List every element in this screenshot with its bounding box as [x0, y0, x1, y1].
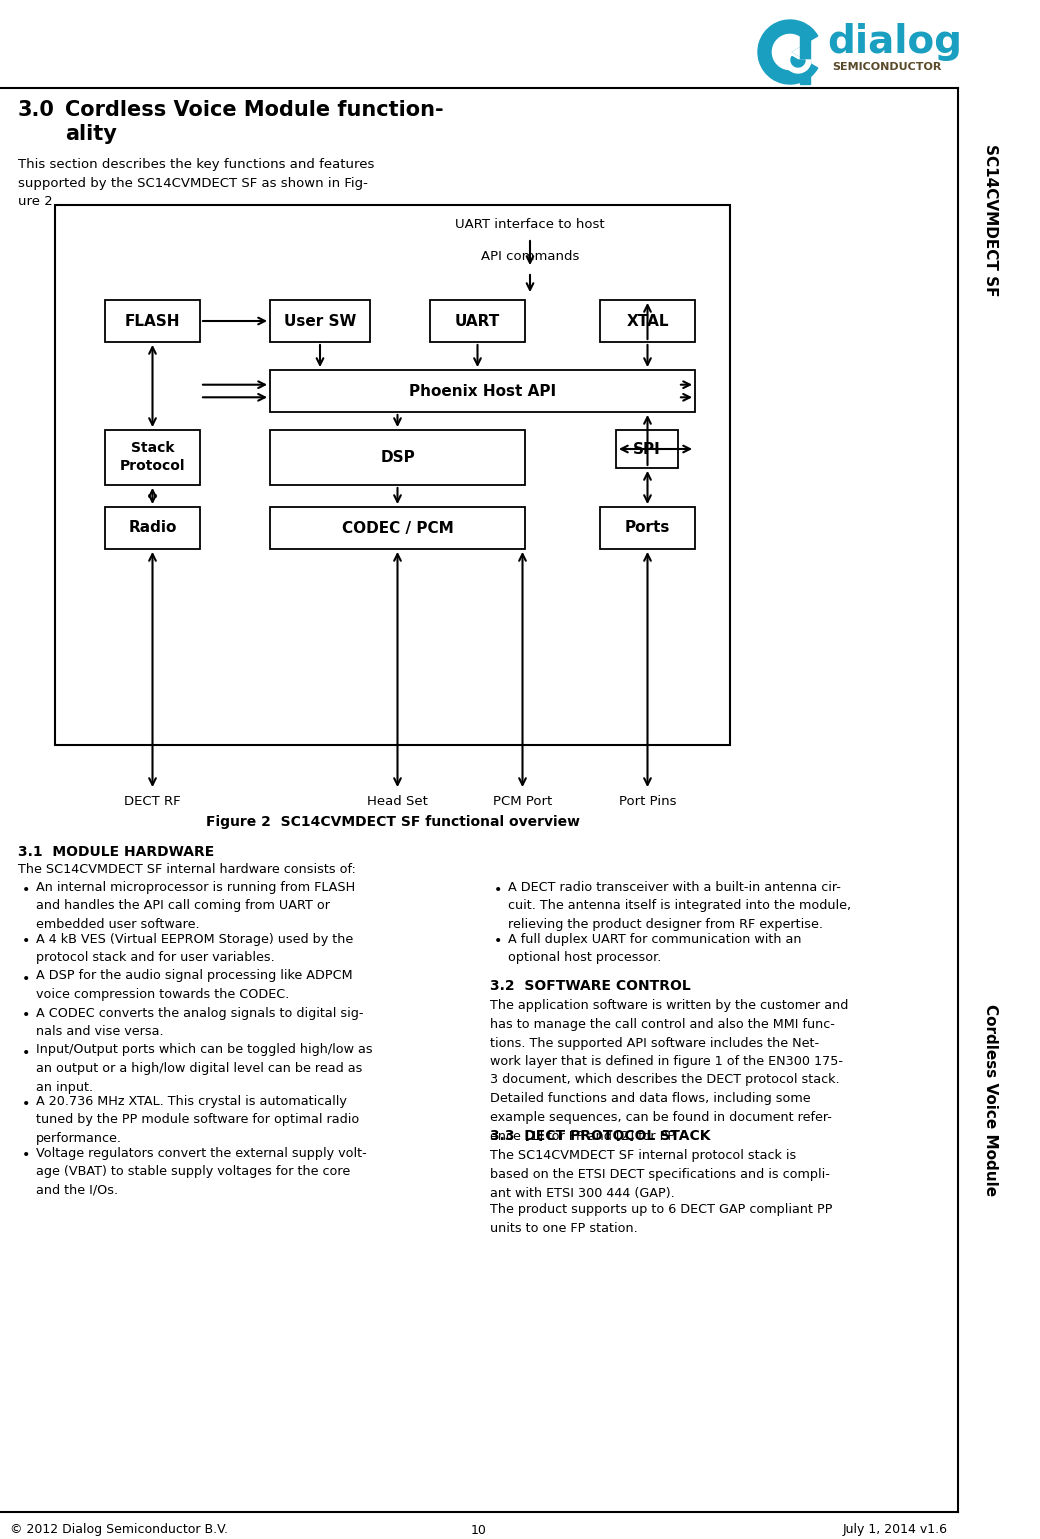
FancyBboxPatch shape [105, 300, 200, 342]
Text: •: • [22, 1045, 30, 1059]
Wedge shape [773, 34, 805, 69]
Text: A DSP for the audio signal processing like ADPCM
voice compression towards the C: A DSP for the audio signal processing li… [36, 970, 353, 1000]
Text: Radio: Radio [128, 520, 177, 536]
Text: Input/Output ports which can be toggled high/low as
an output or a high/low digi: Input/Output ports which can be toggled … [36, 1043, 372, 1094]
Text: The product supports up to 6 DECT GAP compliant PP
units to one FP station.: The product supports up to 6 DECT GAP co… [490, 1203, 832, 1234]
FancyBboxPatch shape [616, 429, 678, 468]
Text: Phoenix Host API: Phoenix Host API [409, 383, 556, 399]
Text: Voltage regulators convert the external supply volt-
age (VBAT) to stable supply: Voltage regulators convert the external … [36, 1147, 367, 1196]
Text: SC14CVMDECT SF: SC14CVMDECT SF [983, 143, 997, 295]
FancyBboxPatch shape [105, 506, 200, 549]
Text: User SW: User SW [284, 314, 356, 328]
Text: This section describes the key functions and features
supported by the SC14CVMDE: This section describes the key functions… [18, 159, 374, 208]
Text: 3.2  SOFTWARE CONTROL: 3.2 SOFTWARE CONTROL [490, 979, 691, 994]
Text: PCM Port: PCM Port [493, 796, 552, 808]
Text: Ports: Ports [625, 520, 670, 536]
Text: •: • [22, 1008, 30, 1022]
Text: UART interface to host: UART interface to host [456, 219, 605, 231]
Text: An internal microprocessor is running from FLASH
and handles the API call coming: An internal microprocessor is running fr… [36, 880, 356, 931]
FancyBboxPatch shape [800, 35, 809, 85]
FancyBboxPatch shape [105, 429, 200, 485]
Text: Head Set: Head Set [367, 796, 427, 808]
Text: The SC14CVMDECT SF internal hardware consists of:: The SC14CVMDECT SF internal hardware con… [18, 863, 356, 876]
Text: 3.1  MODULE HARDWARE: 3.1 MODULE HARDWARE [18, 845, 214, 859]
Wedge shape [758, 20, 817, 85]
Text: API commands: API commands [480, 249, 579, 263]
Text: ality: ality [64, 125, 116, 145]
Text: Stack: Stack [131, 440, 175, 454]
Text: •: • [494, 883, 502, 897]
FancyBboxPatch shape [270, 506, 525, 549]
Text: XTAL: XTAL [626, 314, 669, 328]
Text: Port Pins: Port Pins [619, 796, 676, 808]
FancyBboxPatch shape [270, 429, 525, 485]
Text: •: • [22, 1097, 30, 1111]
Text: A 20.736 MHz XTAL. This crystal is automatically
tuned by the PP module software: A 20.736 MHz XTAL. This crystal is autom… [36, 1096, 359, 1145]
Text: Protocol: Protocol [120, 459, 185, 472]
Text: •: • [494, 934, 502, 948]
Wedge shape [785, 54, 811, 72]
Text: •: • [22, 1148, 30, 1162]
Text: July 1, 2014 v1.6: July 1, 2014 v1.6 [843, 1524, 948, 1536]
Text: •: • [22, 934, 30, 948]
Text: UART: UART [454, 314, 500, 328]
Text: dialog: dialog [827, 23, 962, 62]
Text: 10: 10 [471, 1524, 487, 1536]
Text: Cordless Voice Module function-: Cordless Voice Module function- [64, 100, 444, 120]
Text: FLASH: FLASH [125, 314, 180, 328]
FancyBboxPatch shape [55, 205, 730, 745]
Text: The application software is written by the customer and
has to manage the call c: The application software is written by t… [490, 999, 849, 1142]
Text: •: • [22, 971, 30, 985]
FancyBboxPatch shape [600, 506, 695, 549]
Text: A CODEC converts the analog signals to digital sig-
nals and vise versa.: A CODEC converts the analog signals to d… [36, 1007, 364, 1037]
Text: CODEC / PCM: CODEC / PCM [341, 520, 453, 536]
Text: SEMICONDUCTOR: SEMICONDUCTOR [832, 62, 941, 72]
Text: A DECT radio transceiver with a built-in antenna cir-
cuit. The antenna itself i: A DECT radio transceiver with a built-in… [508, 880, 851, 931]
FancyBboxPatch shape [430, 300, 525, 342]
Text: © 2012 Dialog Semiconductor B.V.: © 2012 Dialog Semiconductor B.V. [10, 1524, 228, 1536]
Text: Figure 2  SC14CVMDECT SF functional overview: Figure 2 SC14CVMDECT SF functional overv… [206, 816, 579, 830]
Text: Cordless Voice Module: Cordless Voice Module [983, 1003, 997, 1196]
Text: SPI: SPI [633, 442, 660, 457]
Text: The SC14CVMDECT SF internal protocol stack is
based on the ETSI DECT specificati: The SC14CVMDECT SF internal protocol sta… [490, 1150, 830, 1199]
Text: DECT RF: DECT RF [124, 796, 181, 808]
Text: •: • [22, 883, 30, 897]
Text: DSP: DSP [381, 449, 415, 465]
Text: 3.3  DECT PROTOCOL STACK: 3.3 DECT PROTOCOL STACK [490, 1130, 710, 1143]
FancyBboxPatch shape [600, 300, 695, 342]
FancyBboxPatch shape [270, 369, 695, 412]
Wedge shape [791, 57, 805, 68]
Text: A 4 kB VES (Virtual EEPROM Storage) used by the
protocol stack and for user vari: A 4 kB VES (Virtual EEPROM Storage) used… [36, 933, 354, 963]
FancyBboxPatch shape [270, 300, 370, 342]
Text: A full duplex UART for communication with an
optional host processor.: A full duplex UART for communication wit… [508, 933, 802, 963]
Text: 3.0: 3.0 [18, 100, 55, 120]
